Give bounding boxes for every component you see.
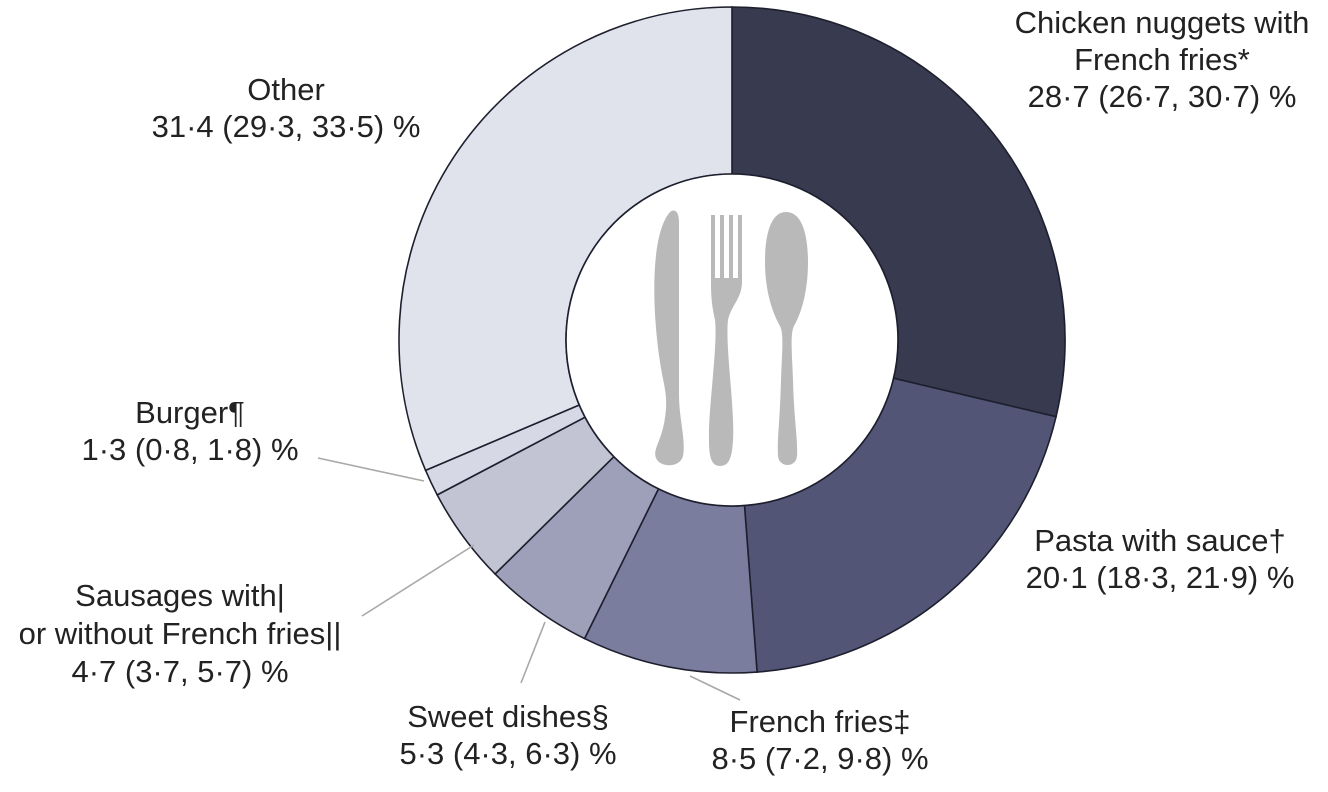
slice-label-burger: Burger¶ 1·3 (0·8, 1·8) % [81, 395, 298, 467]
slice-label-line: or without French fries|| [19, 616, 342, 651]
slice-label-line: Other [247, 72, 325, 107]
slice-label-line: 31·4 (29·3, 33·5) % [152, 109, 421, 144]
spoon-icon [765, 212, 808, 465]
slice-label-line: Burger¶ [135, 395, 245, 430]
slice-label-line: French fries* [1074, 42, 1250, 77]
cutlery-icon [654, 210, 808, 466]
slice-label-line: 5·3 (4·3, 6·3) % [399, 736, 616, 771]
fork-icon [708, 215, 742, 466]
leader-lines-group [317, 457, 741, 701]
slice-label-french-fries: French fries‡ 8·5 (7·2, 9·8) % [711, 704, 928, 776]
slice-label-line: 20·1 (18·3, 21·9) % [1026, 560, 1295, 595]
slice-label-sausages-with-or-without-french-fries: Sausages with| or without French fries|| 4… [19, 578, 342, 689]
leader-line-sweet-dishes [520, 621, 546, 684]
slices-group [398, 6, 1066, 674]
slice-label-line: 8·5 (7·2, 9·8) % [711, 741, 928, 776]
slice-label-line: Sweet dishes§ [407, 699, 609, 734]
slice-label-chicken-nuggets-with-french-fries: Chicken nuggets with French fries* 28·7 (2… [1015, 5, 1310, 114]
leader-line-sausages-with-or-without-french-fries [361, 544, 475, 617]
slice-label-line: Pasta with sauce† [1034, 523, 1286, 558]
slice-label-sweet-dishes: Sweet dishes§ 5·3 (4·3, 6·3) % [399, 699, 616, 771]
leader-line-french-fries [689, 675, 741, 701]
leader-line-burger [317, 457, 425, 482]
labels-group: Chicken nuggets with French fries* 28·7 (2… [19, 5, 1310, 776]
slice-label-line: Sausages with| [75, 578, 285, 613]
slice-label-pasta-with-sauce: Pasta with sauce† 20·1 (18·3, 21·9) % [1026, 523, 1295, 595]
slice-label-line: French fries‡ [730, 704, 911, 739]
slice-label-line: 1·3 (0·8, 1·8) % [81, 432, 298, 467]
slice-label-line: 28·7 (26·7, 30·7) % [1028, 79, 1297, 114]
slice-label-other: Other 31·4 (29·3, 33·5) % [152, 72, 421, 144]
knife-icon [654, 210, 684, 466]
donut-hole [565, 173, 899, 507]
slice-label-line: 4·7 (3·7, 5·7) % [71, 654, 288, 689]
slice-label-line: Chicken nuggets with [1015, 5, 1310, 40]
